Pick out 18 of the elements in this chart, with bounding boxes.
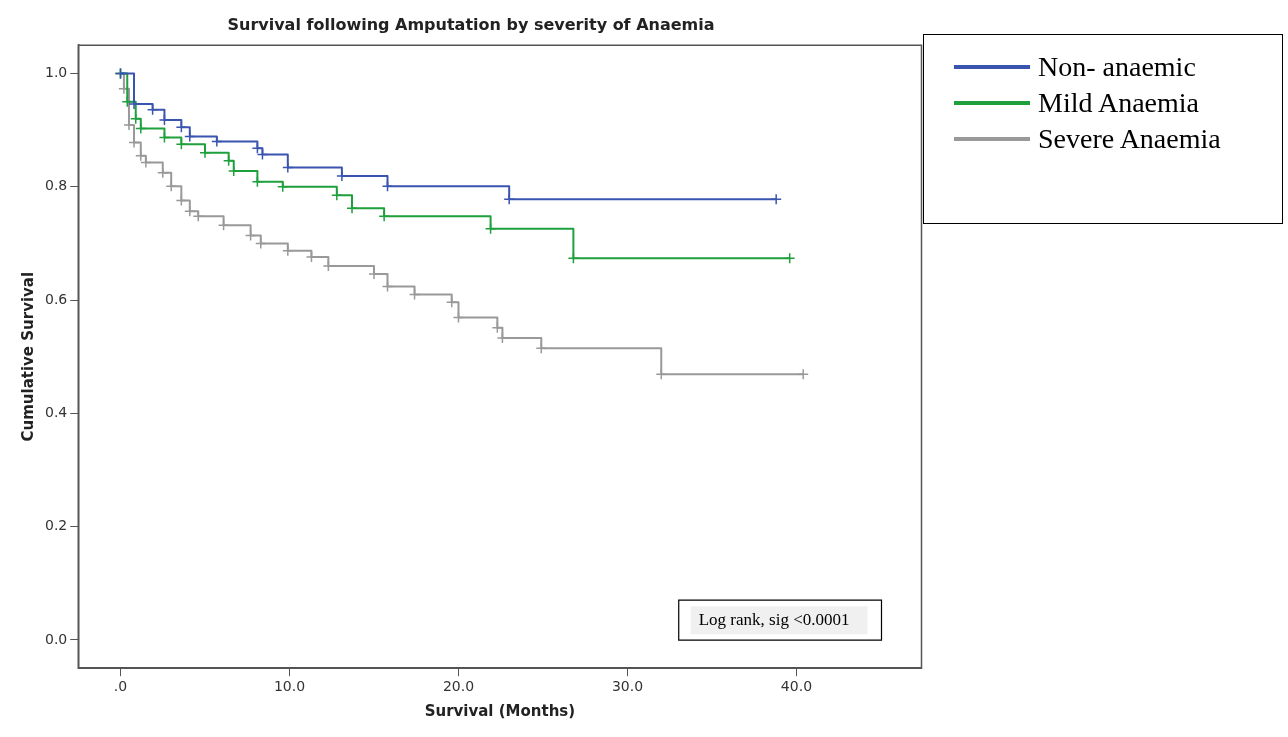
y-tick-label: 0.8 xyxy=(45,177,68,194)
x-tick-label: 40.0 xyxy=(780,678,813,695)
x-tick-label: 30.0 xyxy=(611,678,644,695)
x-tick-label: .0 xyxy=(113,678,128,695)
legend-label: Mild Anaemia xyxy=(1038,87,1199,119)
y-tick-label: 0.4 xyxy=(45,403,68,420)
y-tick-label: 0.6 xyxy=(45,290,68,307)
chart-title: Survival following Amputation by severity of Anaemia xyxy=(227,14,715,34)
annotation: Log rank, sig <0.0001 xyxy=(698,609,850,629)
legend-label: Severe Anaemia xyxy=(1038,123,1221,155)
x-tick-label: 10.0 xyxy=(273,678,306,695)
y-tick-label: 0.2 xyxy=(45,517,68,534)
x-axis-title: Survival (Months) xyxy=(424,701,576,720)
y-axis-title: Cumulative Survival xyxy=(18,271,37,442)
legend-label: Non- anaemic xyxy=(1038,51,1196,83)
x-tick-label: 20.0 xyxy=(442,678,475,695)
y-tick-label: 0.0 xyxy=(45,630,68,647)
y-tick-label: 1.0 xyxy=(45,64,68,81)
